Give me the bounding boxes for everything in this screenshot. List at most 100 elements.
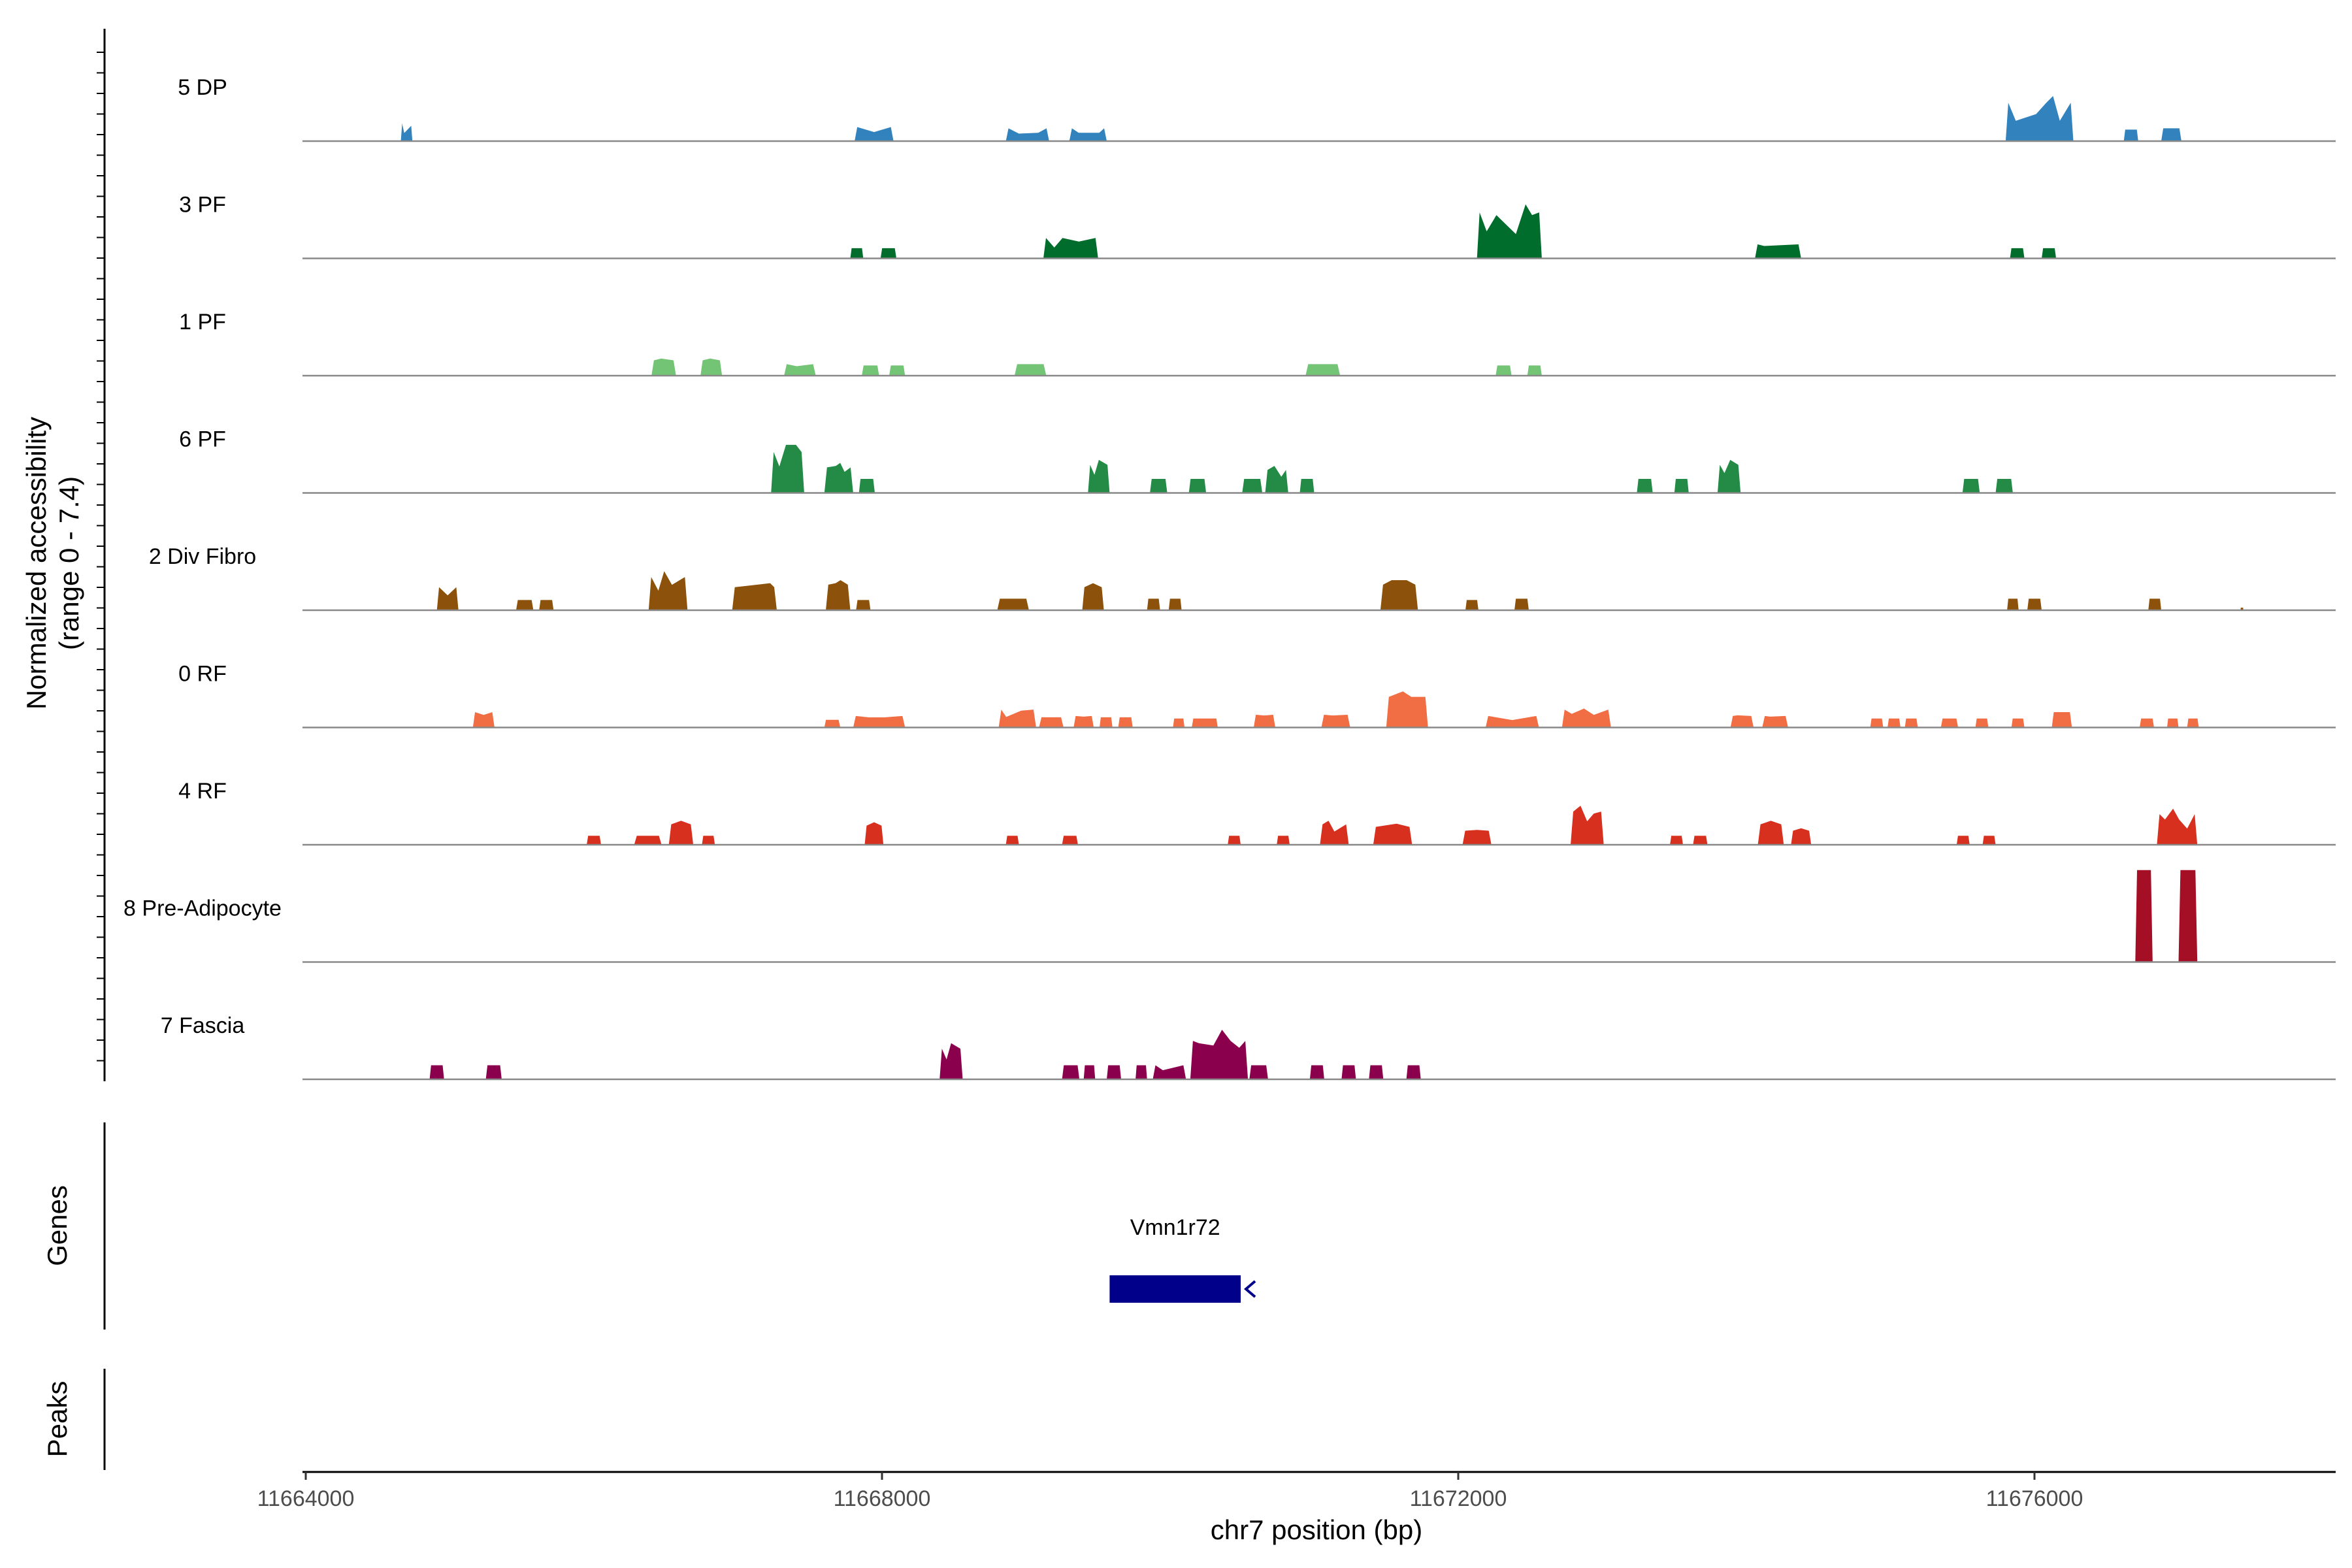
coverage-peak (1320, 821, 1349, 845)
coverage-peak (1118, 717, 1133, 728)
coverage-peak (1265, 466, 1288, 493)
coverage-peak (824, 463, 853, 493)
coverage-peak (1982, 836, 1996, 845)
coverage-peak (648, 571, 688, 610)
coverage-peak (1083, 1065, 1096, 1079)
coverage-peak (2027, 598, 2042, 610)
track-label: 3 PF (179, 193, 226, 218)
coverage-peak (1190, 1030, 1249, 1079)
y-axis (97, 29, 106, 1081)
coverage-peak (1069, 128, 1107, 141)
coverage-peak (1757, 821, 1784, 845)
coverage-peak (1228, 836, 1241, 845)
coverage-peak (2011, 718, 2025, 728)
track-3: 1 PF (179, 310, 2336, 377)
coverage-peak (862, 365, 879, 376)
coverage-peak (1380, 580, 1418, 610)
coverage-peak (1062, 1065, 1080, 1079)
track-4: 6 PF (179, 427, 2336, 494)
coverage-peak (1717, 459, 1741, 493)
coverage-peak (1014, 364, 1047, 376)
track-label: 8 Pre-Adipocyte (123, 896, 282, 921)
coverage-peak (1369, 1065, 1384, 1079)
coverage-peak (539, 600, 554, 610)
coverage-peak (1135, 1065, 1147, 1079)
coverage-peak (1462, 830, 1492, 845)
coverage-peak (1670, 836, 1683, 845)
coverage-peak (1305, 364, 1341, 376)
track-label: 0 RF (178, 662, 227, 687)
coverage-peak (587, 836, 601, 845)
coverage-peak (700, 358, 723, 376)
coverage-peak (1188, 479, 1207, 493)
coverage-peak (1088, 459, 1110, 493)
track-label: 6 PF (179, 427, 226, 452)
coverage-peak (2010, 248, 2025, 259)
coverage-peak (1253, 715, 1275, 728)
x-axis: 11664000 11668000 11672000 11676000 (257, 1471, 2336, 1511)
coverage-peak (784, 364, 816, 376)
coverage-peak (1406, 1065, 1421, 1079)
coverage-peak (1693, 836, 1708, 845)
track-label: 7 Fascia (161, 1013, 245, 1038)
coverage-peak (2157, 808, 2198, 845)
track-7: 4 RF (178, 779, 2336, 846)
x-tick-label: 11664000 (257, 1486, 355, 1511)
coverage-peak (1192, 718, 1208, 728)
coverage-peak (858, 479, 875, 493)
coverage-peak (634, 836, 662, 845)
coverage-peak (771, 444, 804, 493)
coverage-peak (2148, 598, 2161, 610)
track-2: 3 PF (179, 193, 2336, 259)
coverage-peak (1870, 718, 1884, 728)
coverage-peak (1975, 718, 1989, 728)
coverage-peak (1039, 717, 1064, 728)
coverage-peak (1514, 598, 1529, 610)
coverage-peak (702, 836, 715, 845)
coverage-peak (1152, 1065, 1186, 1079)
coverage-peak (1465, 600, 1478, 610)
coverage-peak (1386, 691, 1428, 728)
coverage-peak (1204, 718, 1218, 728)
coverage-peak (864, 822, 884, 845)
coverage-peak (1495, 365, 1512, 376)
coverage-peak (1485, 715, 1539, 728)
y-axis-title-line-2: (range 0 - 7.4) (54, 476, 84, 650)
track-label: 2 Div Fibro (149, 544, 256, 569)
peaks-panel: Peaks (42, 1369, 106, 1470)
coverage-peak (1277, 836, 1290, 845)
track-label: 5 DP (178, 75, 227, 100)
coverage-peak (2042, 248, 2057, 259)
coverage-peak (2005, 96, 2074, 141)
genes-panel: Genes Vmn1r72 (42, 1122, 1256, 1330)
coverage-peak (1173, 718, 1184, 728)
x-tick-label: 11676000 (1986, 1486, 2083, 1511)
coverage-peak (668, 821, 694, 845)
coverage-peak (2166, 718, 2179, 728)
x-tick-label: 11672000 (1410, 1486, 1507, 1511)
coverage-peak (2178, 870, 2198, 962)
coverage-peak (1249, 1065, 1268, 1079)
coverage-peak (850, 248, 864, 259)
coverage-peak (1762, 715, 1788, 728)
gene-body (1109, 1275, 1241, 1303)
track-5: 2 Div Fibro (149, 544, 2336, 612)
track-6: 0 RF (178, 662, 2336, 728)
coverage-peak (1043, 238, 1098, 259)
coverage-peak (1100, 717, 1113, 728)
track-8: 8 Pre-Adipocyte (123, 870, 2336, 963)
coverage-peak (651, 358, 676, 376)
coverage-peak (853, 715, 906, 728)
coverage-peak (855, 127, 894, 141)
coverage-peak (1477, 204, 1542, 259)
coverage-peak (1887, 718, 1901, 728)
coverage-peak (1082, 583, 1104, 610)
coverage-peak (856, 600, 871, 610)
coverage-peak (1341, 1065, 1356, 1079)
coverage-peak (998, 710, 1036, 728)
coverage-peak (1791, 828, 1812, 845)
coverage-peak (1730, 715, 1754, 728)
coverage-peak (939, 1043, 963, 1079)
coverage-peak (1168, 598, 1182, 610)
